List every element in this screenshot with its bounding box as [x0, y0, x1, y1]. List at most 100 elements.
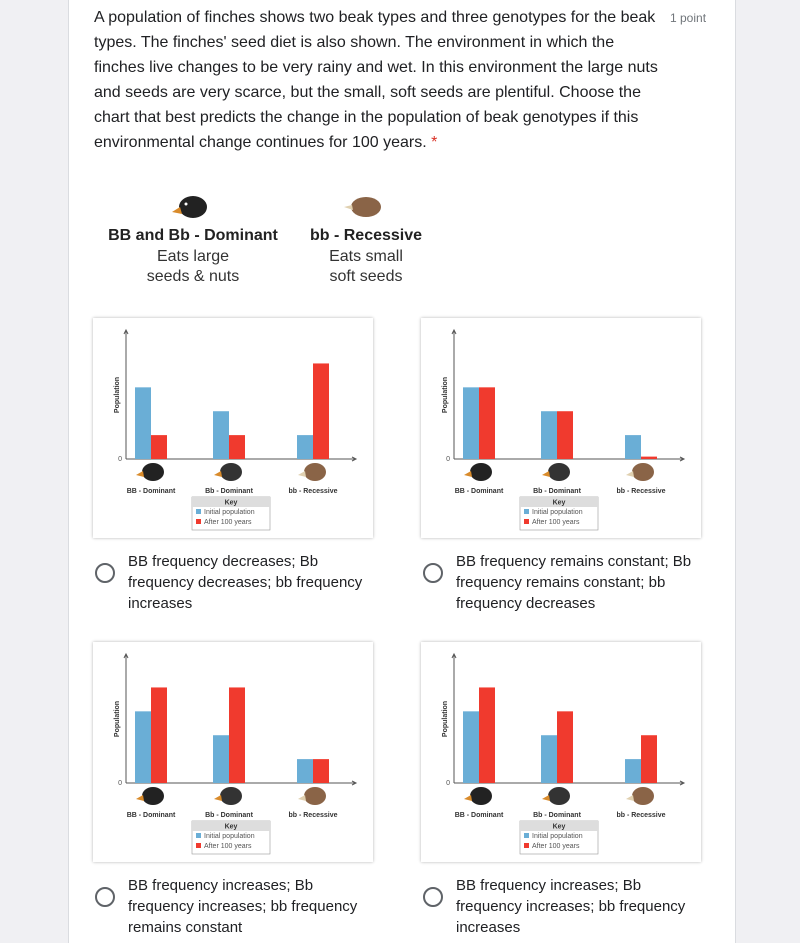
chart: Population 0 BB - Dominant Bb - Dominant bb …	[442, 328, 686, 531]
legend-header	[192, 497, 270, 507]
bird-icon	[464, 463, 492, 481]
legend-header	[520, 497, 598, 507]
legend-header	[192, 821, 270, 831]
bird-body	[220, 787, 242, 805]
x-tick-label: bb - Recessive	[616, 812, 665, 819]
bird-beak	[626, 471, 634, 477]
axis-arrow	[679, 456, 686, 462]
bird-beak	[464, 795, 472, 801]
question-card: A population of finches shows two beak t…	[68, 0, 736, 943]
bird-body	[470, 787, 492, 805]
bar	[135, 387, 151, 459]
y-tick-label: 0	[446, 780, 450, 787]
bar	[151, 687, 167, 783]
bar	[213, 411, 229, 459]
bird-body	[142, 463, 164, 481]
chart-image: Population 0 BB - Dominant Bb - Dominant bb …	[93, 642, 373, 862]
x-tick-label: Bb - Dominant	[533, 488, 581, 495]
legend-label: After 100 years	[532, 843, 580, 850]
bird-icon	[136, 463, 164, 481]
required-mark: *	[431, 134, 438, 151]
bar	[625, 435, 641, 459]
bird-icon	[464, 787, 492, 805]
bird-icon	[626, 463, 654, 481]
option-label: BB frequency decreases; Bb frequency dec…	[128, 553, 363, 612]
legend-header	[520, 821, 598, 831]
x-tick-label: BB - Dominant	[455, 488, 504, 495]
bar	[213, 735, 229, 783]
legend-swatch	[524, 833, 529, 838]
diet-label: Eats large	[157, 248, 229, 265]
legend-label: Initial population	[532, 509, 583, 516]
bird-body	[220, 463, 242, 481]
chart: Population 0 BB - Dominant Bb - Dominant bb …	[114, 328, 358, 531]
legend-swatch	[196, 833, 201, 838]
x-tick-label: bb - Recessive	[288, 488, 337, 495]
y-axis-label: Population	[442, 377, 449, 413]
bar	[135, 711, 151, 783]
chart: Population 0 BB - Dominant Bb - Dominant bb …	[442, 652, 686, 855]
bar	[541, 735, 557, 783]
question: A population of finches shows two beak t…	[94, 5, 669, 155]
bird-beak	[136, 471, 144, 477]
bird-icon	[298, 787, 326, 805]
bar	[229, 687, 245, 783]
bar	[479, 387, 495, 459]
x-tick-label: Bb - Dominant	[205, 812, 253, 819]
y-tick-label: 0	[118, 780, 122, 787]
bird-body	[470, 463, 492, 481]
bird-body	[142, 787, 164, 805]
option-label: BB frequency remains constant; Bb freque…	[456, 553, 692, 612]
bird-body	[304, 463, 326, 481]
diet-label: Eats small	[329, 248, 403, 265]
bar	[541, 411, 557, 459]
legend-label: After 100 years	[204, 519, 252, 526]
radio-button[interactable]	[423, 563, 443, 583]
legend-title: Key	[553, 499, 566, 506]
radio-button[interactable]	[95, 887, 115, 907]
chart-image: Population 0 BB - Dominant Bb - Dominant bb …	[421, 318, 701, 538]
legend-label: After 100 years	[532, 519, 580, 526]
bird-icon	[136, 787, 164, 805]
bar	[229, 435, 245, 459]
legend-label: Initial population	[204, 509, 255, 516]
bird-body	[632, 463, 654, 481]
bar	[313, 363, 329, 459]
y-tick-label: 0	[118, 456, 122, 463]
bird-icon	[344, 197, 381, 217]
bird-beak	[464, 471, 472, 477]
axis-arrow	[451, 328, 457, 335]
bar	[463, 387, 479, 459]
legend-swatch	[524, 519, 529, 524]
x-tick-label: bb - Recessive	[616, 488, 665, 495]
legend-swatch	[524, 509, 529, 514]
option-label: BB frequency increases; Bb frequency inc…	[456, 877, 686, 936]
bar	[463, 711, 479, 783]
bird-body	[304, 787, 326, 805]
bird-beak	[214, 471, 222, 477]
diet-label: soft seeds	[330, 268, 403, 285]
bar	[151, 435, 167, 459]
radio-button[interactable]	[423, 887, 443, 907]
x-tick-label: Bb - Dominant	[205, 488, 253, 495]
bird-body	[632, 787, 654, 805]
legend-title: Key	[225, 823, 238, 830]
bar	[297, 435, 313, 459]
chart-image: Population 0 BB - Dominant Bb - Dominant bb …	[421, 642, 701, 862]
radio-button[interactable]	[95, 563, 115, 583]
bird-icon	[214, 463, 242, 481]
bird-icon	[542, 463, 570, 481]
legend-swatch	[196, 519, 201, 524]
bird-beak	[298, 471, 306, 477]
legend-label: After 100 years	[204, 843, 252, 850]
axis-arrow	[123, 328, 129, 335]
bird-icon	[214, 787, 242, 805]
y-tick-label: 0	[446, 456, 450, 463]
bird-icon	[298, 463, 326, 481]
axis-arrow	[679, 780, 686, 786]
chart-image: Population 0 BB - Dominant Bb - Dominant bb …	[93, 318, 373, 538]
bird-body	[548, 787, 570, 805]
axis-arrow	[351, 456, 358, 462]
bar	[479, 687, 495, 783]
